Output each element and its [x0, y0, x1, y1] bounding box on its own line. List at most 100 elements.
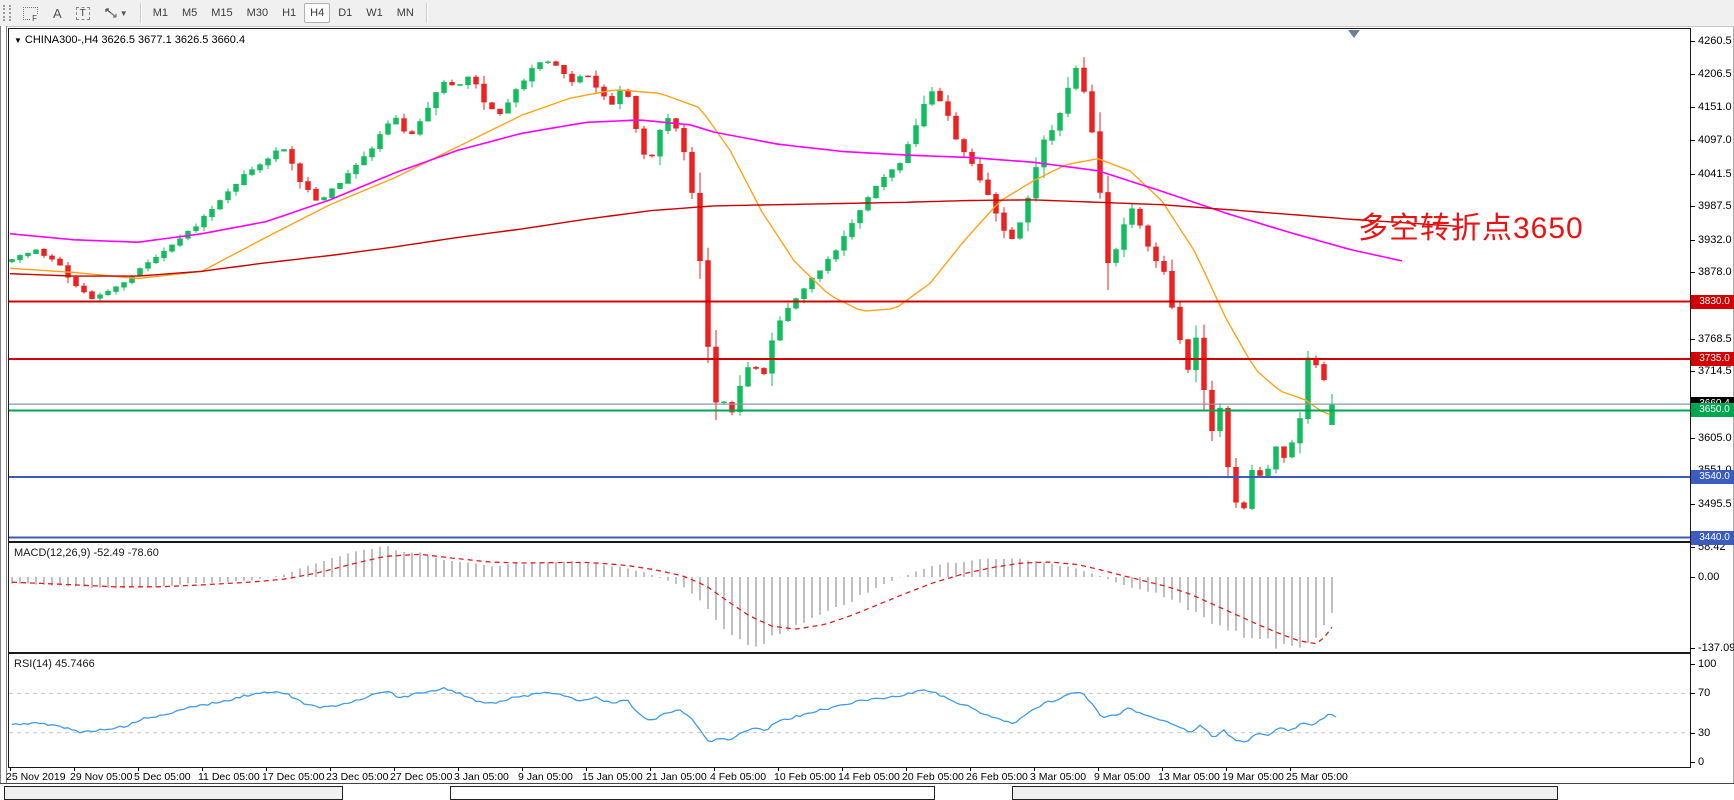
- x-tick-mark: [650, 768, 651, 771]
- price-axis[interactable]: 4260.5 4206.5 4151.0 4097.0 4041.5 3987.5 3932…: [1690, 28, 1734, 782]
- y-tick-mark: [1690, 107, 1695, 109]
- arrows-icon: [105, 8, 117, 18]
- x-tick-mark: [394, 768, 395, 771]
- macd-tick-label: 0.00: [1698, 571, 1720, 583]
- timeframe-H4[interactable]: H4: [304, 3, 331, 23]
- rsi-label: RSI(14) 45.7466: [14, 658, 95, 670]
- timeframe-MN[interactable]: MN: [391, 3, 420, 23]
- timeframe-M30[interactable]: M30: [241, 3, 274, 23]
- x-tick-label: 17 Dec 05:00: [262, 771, 325, 783]
- x-tick-mark: [1226, 768, 1227, 771]
- arrows-tool-button[interactable]: ▼: [98, 3, 134, 23]
- chart-tab[interactable]: [1012, 786, 1558, 800]
- chart-shift-marker-icon[interactable]: [1348, 30, 1360, 38]
- timeframe-M5[interactable]: M5: [176, 3, 203, 23]
- label-tool-button[interactable]: A: [47, 3, 68, 23]
- macd-tick-mark: [1690, 577, 1695, 578]
- y-tick-label: 3987.5: [1698, 200, 1732, 213]
- x-tick-mark: [714, 768, 715, 771]
- x-tick-mark: [10, 768, 11, 771]
- x-tick-label: 27 Dec 05:00: [390, 771, 453, 783]
- macd-pane[interactable]: MACD(12,26,9) -52.49 -78.60: [8, 542, 1691, 653]
- y-tick-label: 4151.0: [1698, 101, 1732, 114]
- x-tick-mark: [1290, 768, 1291, 771]
- x-tick-mark: [842, 768, 843, 771]
- time-axis[interactable]: 25 Nov 2019 29 Nov 05:00 5 Dec 05:00 11 Dec…: [6, 768, 1691, 783]
- rsi-tick-mark: [1690, 762, 1695, 763]
- x-tick-mark: [1034, 768, 1035, 771]
- macd-tick-mark: [1690, 546, 1695, 548]
- y-tick-mark: [1690, 73, 1695, 75]
- x-tick-mark: [138, 768, 139, 771]
- y-tick-mark: [1690, 503, 1695, 505]
- y-tick-label: 3714.5: [1698, 365, 1732, 378]
- x-tick-label: 3 Jan 05:00: [454, 771, 509, 783]
- hline-price-tag: 3440.0: [1691, 530, 1734, 545]
- indicator-grid-button[interactable]: F: [17, 3, 45, 23]
- x-tick-label: 3 Mar 05:00: [1030, 771, 1087, 783]
- y-tick-mark: [1690, 41, 1695, 42]
- x-tick-label: 9 Jan 05:00: [518, 771, 573, 783]
- x-tick-label: 4 Feb 05:00: [710, 771, 767, 783]
- hline-price-tag: 3540.0: [1691, 470, 1734, 484]
- rsi-tick-mark: [1690, 664, 1695, 665]
- rsi-pane[interactable]: RSI(14) 45.7466: [8, 653, 1691, 768]
- x-tick-label: 13 Mar 05:00: [1158, 771, 1220, 783]
- annotation-text: 多空转折点3650: [1358, 212, 1584, 245]
- rsi-chart[interactable]: [9, 654, 1690, 767]
- chart-tab[interactable]: [450, 786, 935, 800]
- x-tick-mark: [1162, 768, 1163, 771]
- timeframe-D1[interactable]: D1: [332, 3, 358, 23]
- x-tick-mark: [906, 768, 907, 771]
- rsi-tick-label: 30: [1698, 726, 1711, 739]
- x-tick-mark: [586, 768, 587, 771]
- hline-price-tag: 3830.0: [1691, 294, 1734, 309]
- y-tick-label: 4206.5: [1698, 67, 1732, 80]
- y-tick-label: 4041.5: [1698, 167, 1732, 180]
- text-tool-button[interactable]: T: [70, 3, 96, 23]
- x-tick-label: 11 Dec 05:00: [198, 771, 260, 783]
- collapse-triangle-icon[interactable]: ▼: [14, 36, 22, 45]
- x-tick-label: 5 Dec 05:00: [134, 771, 191, 783]
- timeframe-W1[interactable]: W1: [360, 3, 389, 23]
- x-tick-mark: [1098, 768, 1099, 771]
- hline-price-tag: 3650.0: [1691, 403, 1734, 418]
- grid-f-icon: F: [23, 6, 38, 23]
- timeframe-H1[interactable]: H1: [276, 3, 302, 23]
- y-tick-label: 4260.5: [1698, 35, 1732, 47]
- x-tick-mark: [458, 768, 459, 771]
- toolbar-separator: [425, 3, 427, 23]
- timeframe-M15[interactable]: M15: [205, 3, 238, 23]
- rsi-tick-mark: [1690, 732, 1695, 734]
- ohlc-readout: 3626.5 3677.1 3626.5 3660.4: [101, 34, 246, 46]
- x-tick-mark: [778, 768, 779, 771]
- chart-tab[interactable]: [4, 786, 343, 800]
- symbol-header: ▼ CHINA300-,H4 3626.5 3677.1 3626.5 3660.…: [14, 34, 245, 46]
- timeframe-group: M1 M5 M15 M30 H1 H4 D1 W1 MN: [146, 3, 421, 23]
- hline-price-tag: 3735.0: [1691, 352, 1734, 366]
- x-tick-label: 21 Jan 05:00: [646, 771, 707, 783]
- x-tick-mark: [522, 768, 523, 771]
- y-tick-mark: [1690, 437, 1695, 439]
- x-tick-label: 9 Mar 05:00: [1094, 771, 1151, 783]
- macd-label: MACD(12,26,9) -52.49 -78.60: [14, 547, 159, 559]
- y-tick-mark: [1690, 206, 1695, 208]
- candlestick-chart[interactable]: [9, 29, 1690, 541]
- toolbar-grip[interactable]: [3, 5, 11, 21]
- rsi-tick-label: 70: [1698, 687, 1711, 700]
- y-tick-mark: [1690, 371, 1695, 373]
- toolbar: F A T ▼ M1 M5 M15 M30 H1 H4 D1 W1 MN: [0, 0, 1734, 27]
- timeframe-M1[interactable]: M1: [147, 3, 174, 23]
- y-tick-label: 3495.5: [1698, 497, 1732, 510]
- y-tick-mark: [1690, 272, 1695, 274]
- x-tick-label: 20 Feb 05:00: [902, 771, 964, 783]
- chart-tab-strip: [0, 783, 1734, 800]
- x-tick-mark: [266, 768, 267, 771]
- macd-chart[interactable]: [9, 543, 1690, 652]
- x-tick-mark: [202, 768, 203, 771]
- y-tick-label: 3878.0: [1698, 266, 1732, 279]
- rsi-tick-mark: [1690, 693, 1695, 695]
- y-tick-mark: [1690, 338, 1695, 340]
- price-pane[interactable]: ▼ CHINA300-,H4 3626.5 3677.1 3626.5 3660.…: [8, 28, 1691, 542]
